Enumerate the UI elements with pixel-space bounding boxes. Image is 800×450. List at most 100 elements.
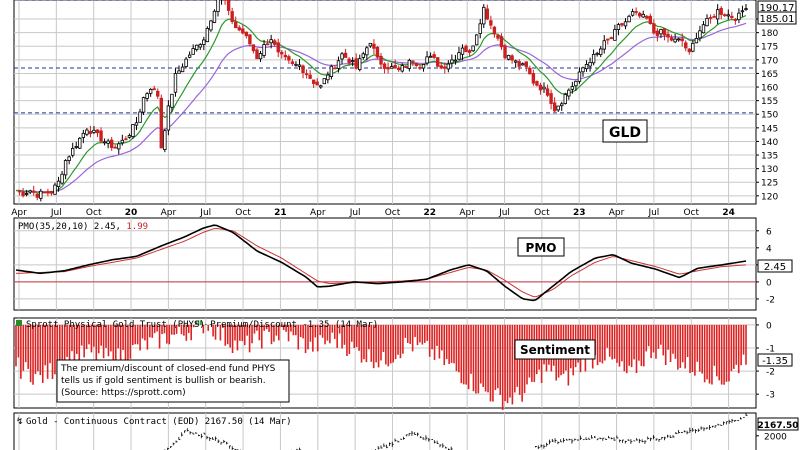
gold-price-bar (237, 448, 239, 450)
price-candle (599, 46, 603, 58)
y-tick-label: 155 (761, 97, 778, 107)
sentiment-bar (681, 324, 684, 363)
gold-price-bar (692, 427, 695, 432)
gold-price-bar (175, 440, 178, 443)
sentiment-bar (346, 324, 348, 357)
candle-body (117, 143, 121, 150)
sentiment-bar (672, 324, 674, 354)
price-candle (198, 43, 202, 50)
candle-body (234, 21, 238, 29)
candle-body (552, 102, 557, 112)
candle-body (676, 38, 681, 41)
price-candle (251, 44, 256, 54)
price-candle (425, 51, 429, 66)
sentiment-bar (76, 324, 78, 354)
sentiment-bar (669, 324, 672, 362)
candle-body (616, 24, 621, 30)
x-tick-label: Apr (161, 208, 177, 218)
sentiment-bar (428, 324, 431, 357)
candle-body (67, 156, 71, 161)
candle-body (464, 45, 468, 53)
price-candle (584, 60, 589, 72)
sentiment-bar (200, 320, 202, 325)
gold-price-bar (636, 438, 638, 441)
candle-body (645, 15, 649, 19)
candle-body (301, 65, 305, 73)
candle-body (343, 52, 348, 58)
sentiment-bar (625, 324, 628, 374)
sentiment-bar (455, 324, 458, 372)
price-candle (148, 88, 153, 97)
candle-body (329, 65, 334, 77)
sentiment-bar (314, 324, 317, 338)
sentiment-bar (151, 324, 154, 338)
sentiment-bar (97, 324, 100, 354)
sentiment-bar (282, 324, 285, 331)
gold-price-bar (220, 442, 223, 445)
candle-body (400, 65, 404, 72)
candle-body (138, 111, 142, 123)
sentiment-bar (599, 324, 601, 363)
sentiment-bar (694, 324, 696, 376)
sentiment-bar (431, 324, 433, 350)
candle-body (584, 64, 589, 70)
sentiment-bar (292, 324, 295, 336)
candle-body (88, 131, 93, 135)
y-tick-label: 120 (761, 192, 778, 202)
price-candle (255, 47, 259, 60)
candle-body (92, 129, 96, 133)
sentiment-label: Sentiment (520, 343, 590, 357)
candle-body (248, 34, 252, 45)
gold-price-bar (577, 439, 580, 441)
sentiment-bar (290, 324, 292, 332)
price-candle (24, 189, 29, 197)
sentiment-bar (470, 324, 472, 374)
price-candle (439, 61, 443, 70)
gold-price-bar (681, 431, 683, 433)
sentiment-bar (212, 324, 214, 337)
candle-body (198, 44, 202, 48)
sentiment-bar (183, 324, 185, 336)
x-tick-label: Apr (310, 208, 326, 218)
price-candle (170, 93, 174, 113)
candle-body (304, 73, 309, 76)
price-candle (552, 97, 557, 113)
candle-body (241, 28, 245, 34)
price-candle (88, 125, 93, 138)
candle-body (723, 14, 727, 17)
sentiment-bar (236, 324, 239, 351)
sentiment-bar (338, 324, 341, 334)
candle-body (24, 193, 29, 195)
candle-body (290, 61, 295, 64)
sentiment-bar (698, 324, 701, 372)
sentiment-bar (129, 324, 132, 359)
price-candle (404, 65, 408, 69)
sentiment-bar (144, 324, 146, 341)
sentiment-bar (248, 324, 251, 353)
x-tick-label: Jul (498, 208, 510, 218)
sentiment-bar (307, 324, 309, 350)
sentiment-bar (448, 324, 450, 364)
candle-body (439, 65, 443, 69)
price-candle (177, 65, 181, 74)
sentiment-bar (424, 324, 426, 343)
price-candle (556, 105, 560, 112)
sentiment-bar (686, 324, 689, 358)
candle-body (467, 50, 472, 53)
candle-body (499, 36, 504, 48)
sentiment-bar (438, 324, 441, 359)
candle-body (99, 130, 103, 142)
pmo-value-label: 2.45 (764, 262, 786, 273)
candle-body (294, 63, 298, 66)
price-candle (467, 48, 472, 57)
gold-price-bar (647, 436, 650, 440)
sentiment-bar (22, 324, 25, 371)
gold-price-bar (391, 441, 394, 447)
sentiment-bar (735, 324, 738, 365)
gold-price-bar (650, 437, 653, 442)
sentiment-bar (32, 324, 34, 385)
candle-body (127, 135, 132, 138)
price-candle (56, 176, 61, 192)
price-candle (202, 36, 206, 51)
sentiment-bar (484, 324, 487, 392)
